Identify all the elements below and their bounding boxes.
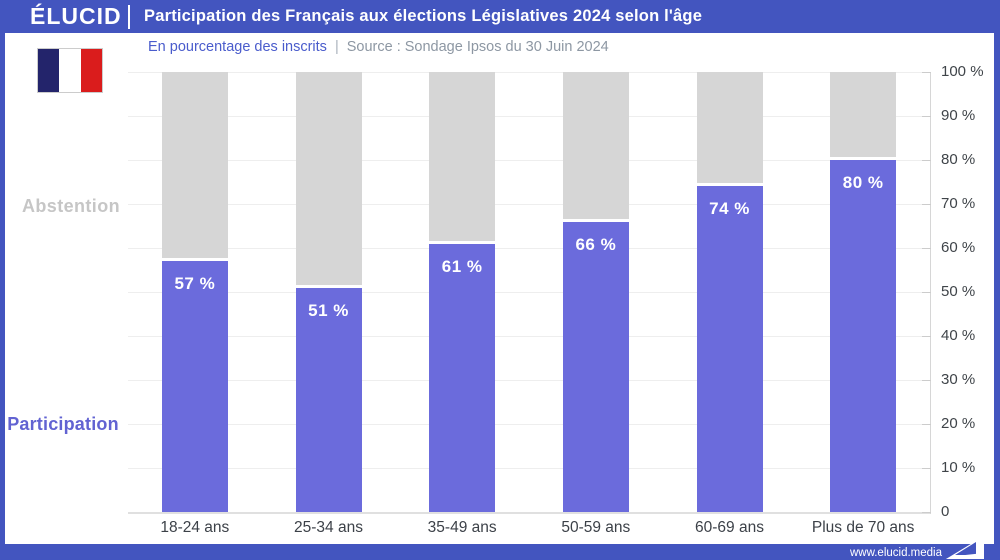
gridline-90: [128, 116, 930, 117]
y-tick-label-30: 30 %: [941, 371, 976, 388]
y-axis-line: [930, 72, 931, 514]
y-tick-label-40: 40 %: [941, 327, 976, 344]
bar-value-label: 61 %: [441, 256, 483, 276]
elucid-arrow-icon: [946, 536, 984, 559]
subtitle-row: En pourcentage des inscrits | Source : S…: [148, 39, 609, 55]
x-tick-label: 18-24 ans: [160, 519, 230, 536]
france-flag-icon: [37, 48, 103, 93]
gridline-60: [128, 248, 930, 249]
bar-value-label: 80 %: [842, 173, 884, 192]
subtitle-separator: |: [334, 39, 339, 55]
bar-segment-abstention: [830, 72, 897, 157]
bar-segment-participation: 57 %: [161, 261, 228, 512]
y-tick-mark-90: [922, 116, 931, 117]
bar-segment-abstention: [562, 72, 629, 219]
footer-url: www.elucid.media: [849, 547, 942, 559]
bar-value-label: 51 %: [308, 300, 349, 320]
y-tick-label-10: 10 %: [941, 459, 976, 476]
gridline-20: [128, 424, 930, 425]
gridline-10: [128, 468, 930, 469]
bar-value-label: 57 %: [174, 274, 216, 294]
plot-area: 57 % 51 % 61 % 66 % 74 % 80 %: [128, 72, 930, 512]
x-axis-line: [128, 512, 930, 514]
flag-blue-stripe: [38, 49, 60, 92]
y-tick-mark-30: [922, 380, 931, 381]
gridline-80: [128, 160, 930, 161]
flag-red-stripe: [80, 49, 102, 92]
y-tick-mark-0: [922, 512, 931, 513]
y-tick-mark-100: [922, 72, 931, 73]
elucid-logo: ÉLUCID: [30, 3, 122, 29]
bar-segment-participation: 80 %: [830, 160, 897, 512]
subtitle-unit: En pourcentage des inscrits: [148, 39, 327, 55]
legend-participation-label: Participation: [7, 414, 119, 434]
bar-segment-participation: 51 %: [295, 287, 362, 512]
bar-segment-abstention: [161, 72, 228, 259]
y-tick-label-0: 0: [941, 503, 950, 520]
y-tick-mark-20: [922, 424, 931, 425]
gridline-40: [128, 336, 930, 337]
y-tick-label-20: 20 %: [941, 415, 976, 432]
y-tick-mark-80: [922, 160, 931, 161]
bar-segment-participation: 61 %: [429, 243, 496, 512]
y-tick-label-80: 80 %: [941, 151, 976, 168]
y-tick-label-100: 100 %: [941, 63, 984, 80]
bar-segment-participation: 74 %: [696, 186, 763, 512]
y-tick-mark-60: [922, 248, 931, 249]
y-tick-label-70: 70 %: [941, 195, 976, 212]
x-tick-label: 25-34 ans: [294, 519, 363, 536]
subtitle-source: Source : Sondage Ipsos du 30 Juin 2024: [346, 39, 609, 55]
y-tick-label-90: 90 %: [941, 107, 976, 124]
gridline-100: [128, 72, 930, 73]
flag-white-stripe: [59, 49, 81, 92]
bar-segment-abstention: [295, 72, 362, 285]
bar-segment-abstention: [696, 72, 763, 184]
bar-value-label: 66 %: [575, 234, 617, 254]
header-divider: [128, 4, 130, 29]
bar-value-label: 74 %: [709, 199, 750, 219]
y-tick-mark-10: [922, 468, 931, 469]
x-tick-label: Plus de 70 ans: [811, 519, 915, 536]
footer-bar: [0, 544, 1000, 560]
y-tick-mark-70: [922, 204, 931, 205]
legend-abstention-label: Abstention: [22, 196, 120, 216]
left-border-stripe: [0, 0, 5, 560]
gridline-30: [128, 380, 930, 381]
bar-segment-abstention: [429, 72, 496, 241]
page-title: Participation des Français aux élections…: [144, 7, 703, 25]
y-tick-mark-40: [922, 336, 931, 337]
y-tick-mark-50: [922, 292, 931, 293]
x-tick-label: 60-69 ans: [695, 519, 764, 536]
x-tick-label: 35-49 ans: [427, 519, 497, 536]
header-bar: ÉLUCID Participation des Français aux él…: [0, 0, 1000, 33]
right-border-stripe: [994, 0, 1000, 560]
gridline-70: [128, 204, 930, 205]
bar-segment-participation: 66 %: [562, 221, 629, 512]
gridline-50: [128, 292, 930, 293]
y-tick-label-50: 50 %: [941, 283, 976, 300]
x-tick-label: 50-59 ans: [561, 519, 631, 536]
y-tick-label-60: 60 %: [941, 239, 976, 256]
